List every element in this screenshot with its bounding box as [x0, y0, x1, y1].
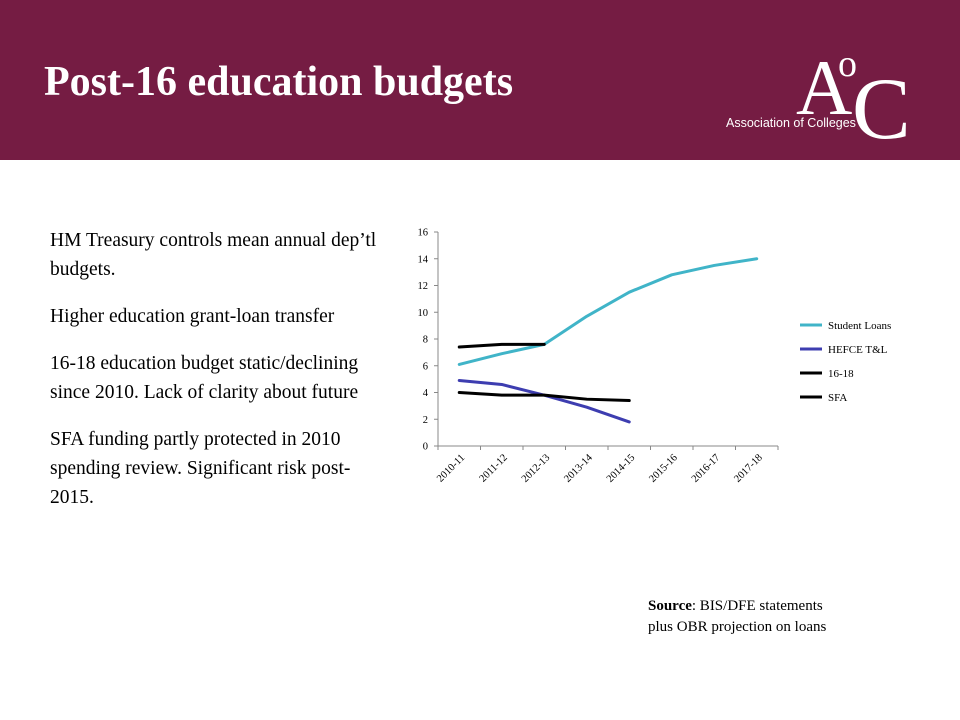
page-title: Post-16 education budgets [44, 59, 514, 105]
x-tick-label: 2010-11 [435, 452, 467, 484]
bullet-item: Higher education grant-loan transfer [50, 306, 335, 327]
y-tick-label: 4 [423, 388, 429, 399]
logo-letter-c: C [852, 61, 911, 148]
x-tick-label: 2015-16 [647, 452, 680, 485]
logo-text: Association of Colleges [726, 116, 856, 130]
legend-label: SFA [828, 392, 847, 404]
y-tick-label: 6 [423, 361, 428, 372]
y-tick-label: 12 [418, 281, 429, 292]
series-line-2 [457, 342, 546, 349]
series-line-3 [457, 391, 631, 403]
x-tick-label: 2011-12 [478, 452, 510, 484]
series-line-0 [457, 257, 759, 366]
legend-label: HEFCE T&L [828, 344, 888, 356]
legend-label: 16-18 [828, 368, 854, 380]
x-tick-label: 2014-15 [605, 452, 638, 485]
y-tick-label: 0 [423, 442, 428, 453]
bullet-item: HM Treasury controls mean annual dep’tl … [50, 230, 377, 280]
bullet-list: HM Treasury controls mean annual dep’tl … [50, 226, 380, 530]
x-tick-label: 2017-18 [732, 452, 765, 485]
y-tick-label: 16 [418, 228, 429, 239]
source-note: Source: BIS/DFE statements plus OBR proj… [648, 596, 826, 638]
logo-letter-a: A [796, 44, 852, 131]
x-tick-label: 2016-17 [690, 452, 723, 485]
y-tick-label: 10 [418, 308, 429, 319]
bullet-item: 16-18 education budget static/declining … [50, 353, 359, 403]
source-text-line2: plus OBR projection on loans [648, 619, 827, 635]
x-tick-label: 2013-14 [562, 452, 595, 485]
y-tick-label: 8 [423, 335, 428, 346]
source-label: Source [648, 598, 692, 614]
legend-label: Student Loans [828, 320, 891, 332]
aoc-logo: A o C Association of Colleges [726, 43, 911, 148]
logo-letter-o: o [838, 43, 857, 85]
y-tick-label: 14 [418, 254, 429, 265]
x-tick-label: 2012-13 [520, 452, 553, 485]
y-tick-label: 2 [423, 415, 428, 426]
bullet-item: SFA funding partly protected in 2010 spe… [50, 429, 351, 508]
source-text: : BIS/DFE statements [691, 598, 823, 614]
header-bar: Post-16 education budgets A o C Associat… [0, 0, 960, 160]
